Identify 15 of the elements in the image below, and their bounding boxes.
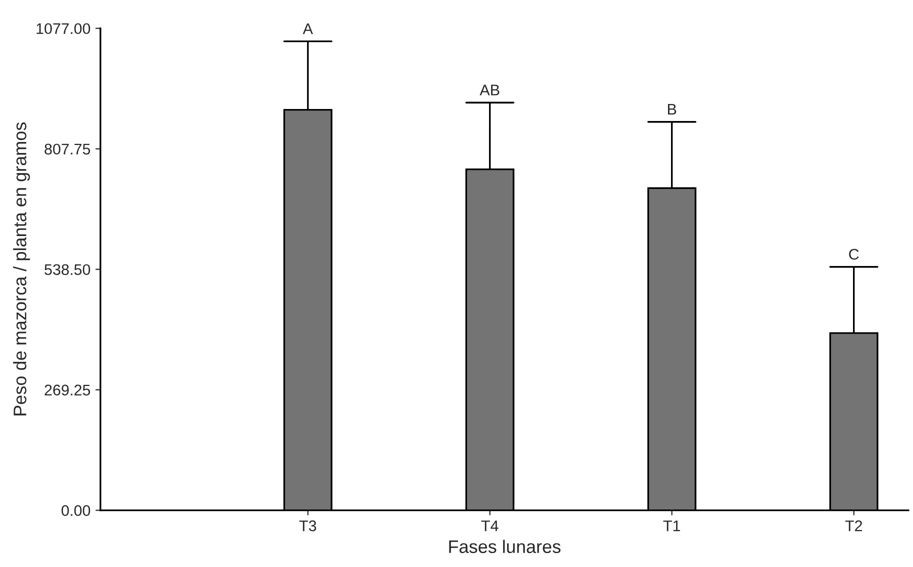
- x-tick-label: T3: [299, 520, 316, 532]
- annotation: AB: [480, 84, 500, 96]
- x-tick-label: T2: [845, 520, 862, 532]
- y-tick-label: 538.50: [44, 264, 90, 276]
- y-axis-title: Peso de mazorca / planta en gramos: [13, 122, 30, 416]
- x-tick-label: T1: [663, 520, 680, 532]
- x-tick-label: T4: [481, 520, 498, 532]
- y-tick-label: 269.25: [44, 384, 90, 396]
- y-tick-label: 1077.00: [36, 23, 90, 34]
- y-tick-label: 0.00: [62, 505, 90, 516]
- x-axis-title: Fases lunares: [449, 540, 560, 554]
- y-tick-label: 807.75: [44, 144, 90, 155]
- annotation: B: [668, 104, 676, 115]
- annotation: A: [302, 23, 313, 34]
- annotation: C: [849, 248, 859, 260]
